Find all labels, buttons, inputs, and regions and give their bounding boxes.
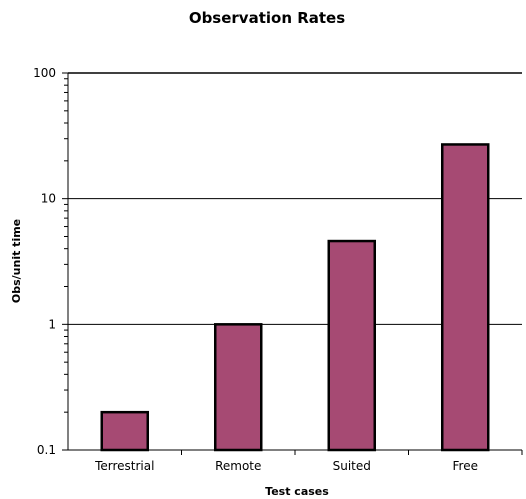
- bar-remote: [214, 323, 263, 452]
- bar-suited: [327, 239, 376, 452]
- bar-terrestrial: [100, 410, 149, 452]
- x-tick-label: Remote: [215, 459, 261, 473]
- axes: [62, 72, 523, 455]
- y-tick-label: 100: [33, 66, 56, 80]
- x-axis-label: Test cases: [265, 485, 329, 498]
- x-tick-labels: Terrestrial Remote Suited Free: [94, 459, 478, 473]
- x-tick-label: Suited: [333, 459, 371, 473]
- x-tick-label: Free: [453, 459, 478, 473]
- y-tick-label: 0.1: [37, 443, 56, 457]
- y-tick-label: 10: [41, 192, 56, 206]
- x-tick-label: Terrestrial: [94, 459, 154, 473]
- y-tick-labels: 0.1 1 10 100: [33, 66, 56, 457]
- bar-free: [441, 143, 490, 452]
- y-axis-label: Obs/unit time: [10, 219, 23, 303]
- chart-title: Observation Rates: [189, 9, 345, 27]
- y-tick-label: 1: [48, 317, 56, 331]
- bars: [100, 143, 490, 452]
